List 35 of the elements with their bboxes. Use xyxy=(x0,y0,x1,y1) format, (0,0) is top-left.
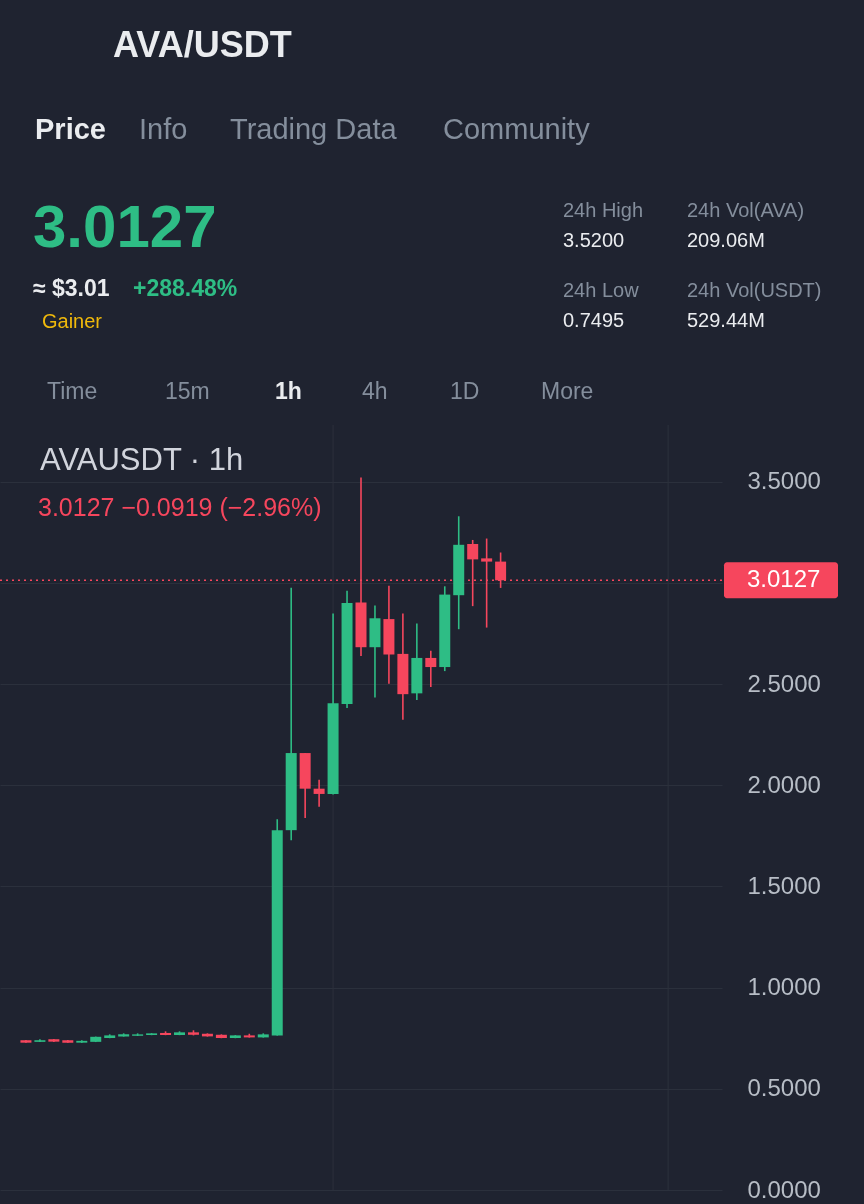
text: 3.5200 xyxy=(563,229,625,251)
text: 3.0127 xyxy=(33,193,217,260)
text: Time xyxy=(47,378,98,404)
y-tick-label: 1.5000 xyxy=(747,871,821,899)
annotation: 3.0127 −0.0919 (−2.96%) xyxy=(38,493,322,521)
text: ≈ $3.01 xyxy=(33,275,110,301)
text: AVAUSDT · 1h xyxy=(40,442,244,477)
text: 529.44M xyxy=(687,309,765,331)
chart-title: AVA/USDT xyxy=(113,24,292,65)
text: 15m xyxy=(165,378,210,404)
text: Trading Data xyxy=(230,113,398,145)
text: 4h xyxy=(362,378,388,404)
y-tick-label: 0.5000 xyxy=(747,1074,821,1102)
y-tick-label: 0.0000 xyxy=(747,1175,821,1203)
text: 24h Low xyxy=(563,279,640,301)
text: Price xyxy=(35,113,106,145)
text: +288.48% xyxy=(133,275,238,301)
y-tick-label: 2.5000 xyxy=(747,669,821,697)
ref-line-label: 3.0127 xyxy=(747,565,821,593)
text: Gainer xyxy=(42,310,103,332)
text: 24h High xyxy=(563,199,644,221)
y-tick-label: 2.0000 xyxy=(747,770,821,798)
y-tick-label: 1.0000 xyxy=(747,973,821,1001)
text: 0.7495 xyxy=(563,309,625,331)
text: 1D xyxy=(450,378,480,404)
candlestick xyxy=(425,649,437,688)
text: 24h Vol(USDT) xyxy=(687,279,822,301)
text: 1h xyxy=(275,378,302,404)
text: Info xyxy=(139,113,188,145)
y-tick-label: 3.5000 xyxy=(747,467,821,495)
text: 24h Vol(AVA) xyxy=(687,199,805,221)
text: 209.06M xyxy=(687,229,765,251)
text: More xyxy=(541,378,594,404)
candlestick xyxy=(313,778,325,808)
text: Community xyxy=(443,113,591,145)
